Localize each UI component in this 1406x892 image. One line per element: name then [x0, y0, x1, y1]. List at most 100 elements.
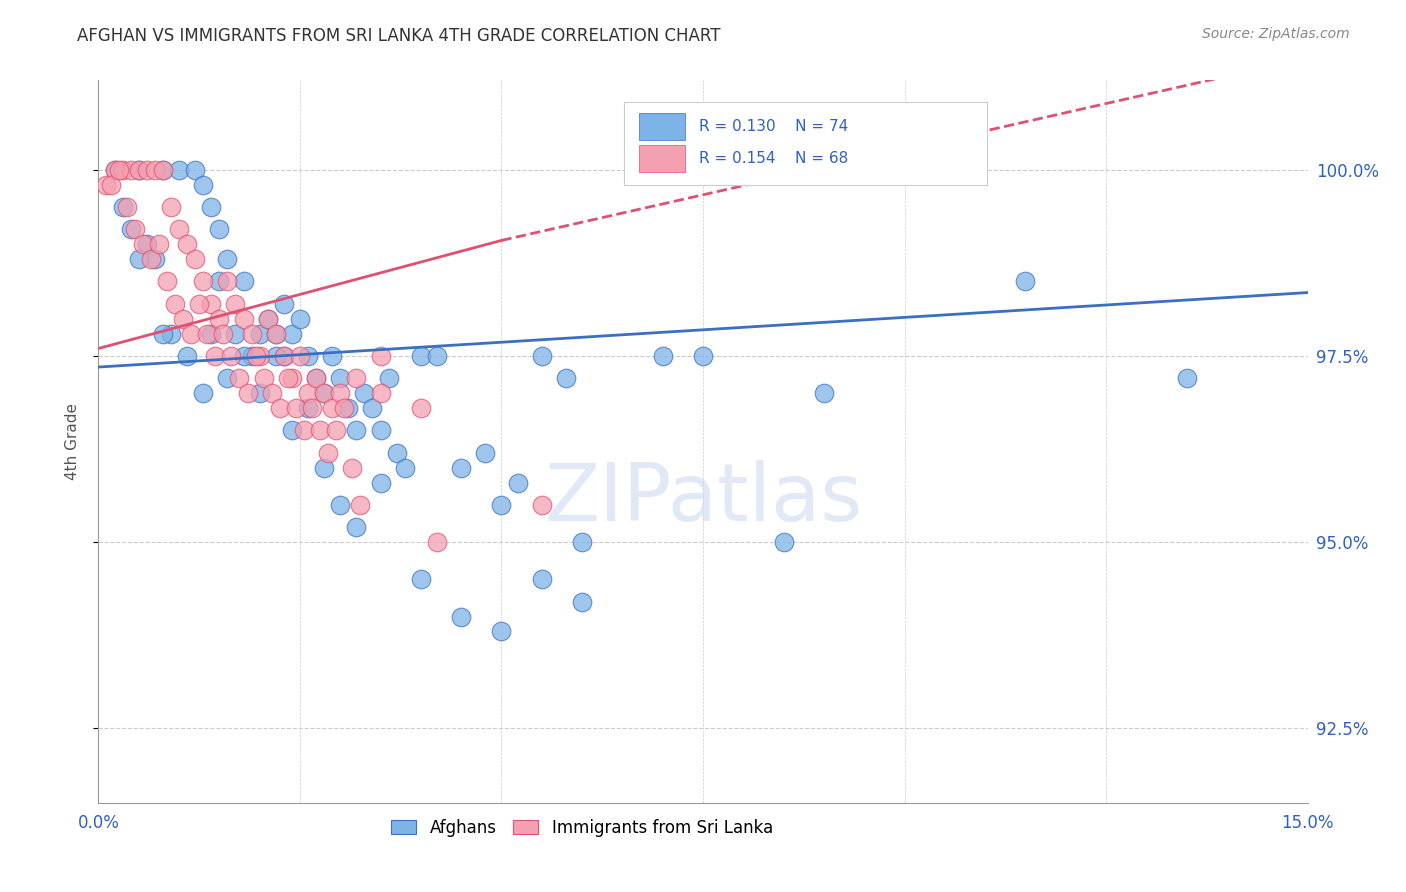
Point — [100, 178, 122, 192]
Point — [450, 460, 472, 475]
Point — [148, 237, 170, 252]
Point — [208, 222, 231, 236]
Bar — [624, 102, 987, 185]
Point — [224, 326, 246, 341]
Text: Source: ZipAtlas.com: Source: ZipAtlas.com — [1202, 27, 1350, 41]
Point — [204, 349, 226, 363]
Point — [370, 423, 392, 437]
Point — [333, 401, 356, 415]
Legend: Afghans, Immigrants from Sri Lanka: Afghans, Immigrants from Sri Lanka — [382, 810, 782, 845]
Point — [240, 326, 263, 341]
Point — [329, 371, 352, 385]
Point — [316, 446, 339, 460]
Point — [370, 386, 392, 401]
Point — [370, 349, 392, 363]
Point — [160, 200, 183, 214]
Point — [96, 178, 118, 192]
Point — [193, 178, 215, 192]
Point — [232, 349, 254, 363]
Point — [349, 498, 371, 512]
Point — [139, 252, 162, 266]
Point — [200, 326, 222, 341]
Point — [325, 423, 347, 437]
Point — [232, 311, 254, 326]
Point — [249, 326, 271, 341]
Text: ZIPatlas: ZIPatlas — [544, 460, 862, 539]
Point — [273, 349, 295, 363]
Point — [188, 297, 211, 311]
Point — [269, 401, 291, 415]
Point — [571, 535, 593, 549]
Point — [314, 386, 336, 401]
Point — [156, 274, 179, 288]
Point — [273, 297, 295, 311]
Point — [256, 311, 278, 326]
Point — [172, 311, 194, 326]
Point — [329, 386, 352, 401]
Point — [120, 162, 142, 177]
Point — [253, 371, 276, 385]
Point — [385, 446, 408, 460]
Point — [115, 200, 138, 214]
Point — [208, 311, 231, 326]
Bar — [638, 145, 685, 172]
Point — [281, 326, 304, 341]
Point — [107, 162, 129, 177]
Point — [176, 349, 198, 363]
Point — [409, 349, 432, 363]
Point — [128, 162, 150, 177]
Point — [260, 386, 283, 401]
Point — [284, 401, 307, 415]
Point — [208, 274, 231, 288]
Point — [409, 401, 432, 415]
Point — [111, 162, 134, 177]
Point — [506, 475, 529, 490]
Text: AFGHAN VS IMMIGRANTS FROM SRI LANKA 4TH GRADE CORRELATION CHART: AFGHAN VS IMMIGRANTS FROM SRI LANKA 4TH … — [77, 27, 721, 45]
Point — [217, 371, 239, 385]
Point — [342, 460, 364, 475]
Point — [167, 162, 190, 177]
Point — [143, 252, 166, 266]
Point — [264, 326, 287, 341]
Point — [143, 162, 166, 177]
Point — [195, 326, 218, 341]
Point — [337, 401, 360, 415]
Point — [530, 349, 553, 363]
Point — [692, 349, 714, 363]
Point — [314, 386, 336, 401]
Point — [329, 498, 352, 512]
Point — [264, 349, 287, 363]
Y-axis label: 4th Grade: 4th Grade — [65, 403, 80, 480]
Point — [245, 349, 267, 363]
Point — [394, 460, 416, 475]
Point — [288, 311, 311, 326]
Point — [111, 200, 134, 214]
Point — [128, 252, 150, 266]
Point — [152, 162, 174, 177]
Point — [236, 386, 259, 401]
Point — [176, 237, 198, 252]
Point — [491, 624, 513, 639]
Point — [297, 349, 319, 363]
Point — [292, 423, 315, 437]
Point — [426, 349, 449, 363]
Point — [200, 200, 222, 214]
Point — [180, 326, 202, 341]
Point — [273, 349, 295, 363]
Point — [813, 386, 835, 401]
Point — [361, 401, 384, 415]
Point — [217, 252, 239, 266]
Point — [344, 520, 367, 534]
Point — [277, 371, 299, 385]
Point — [128, 162, 150, 177]
Point — [264, 326, 287, 341]
Point — [256, 311, 278, 326]
Text: R = 0.130    N = 74: R = 0.130 N = 74 — [699, 119, 849, 134]
Bar — [638, 112, 685, 140]
Point — [450, 609, 472, 624]
Point — [281, 371, 304, 385]
Text: 15.0%: 15.0% — [1281, 814, 1334, 832]
Point — [571, 595, 593, 609]
Point — [353, 386, 375, 401]
Point — [934, 162, 956, 177]
